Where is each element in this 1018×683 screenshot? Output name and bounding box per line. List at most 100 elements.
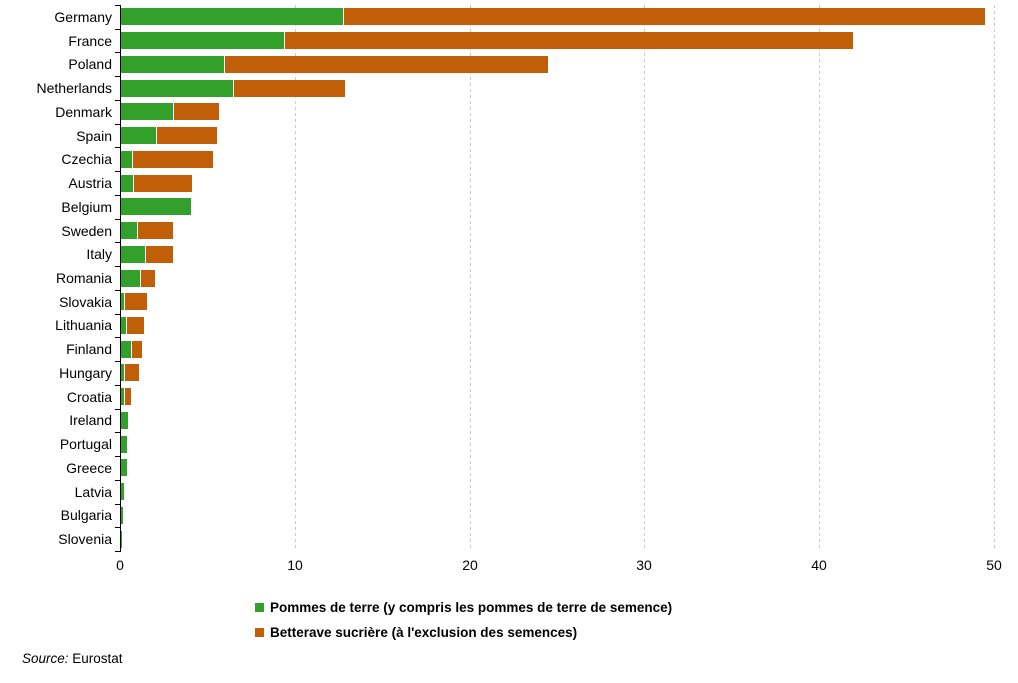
gridline-50 [994,5,995,551]
bar-potatoes-latvia [121,483,124,500]
bar-sugar-beet-france [284,32,854,49]
y-axis-tick [115,551,120,552]
bar-potatoes-france [121,32,284,49]
y-axis-tick [115,409,120,410]
category-label-bulgaria: Bulgaria [60,507,112,523]
legend-label-sugar-beet: Betterave sucrière (à l'exclusion des se… [270,625,578,640]
legend-item-sugar-beet: Betterave sucrière (à l'exclusion des se… [255,620,672,645]
category-label-slovenia: Slovenia [58,531,112,547]
y-axis-tick [115,504,120,505]
y-axis-tick [115,76,120,77]
category-label-belgium: Belgium [61,199,112,215]
y-axis-tick [115,219,120,220]
bar-potatoes-czechia [121,151,133,168]
bar-potatoes-germany [121,8,343,25]
y-axis-tick [115,361,120,362]
category-label-portugal: Portugal [59,436,112,452]
category-label-greece: Greece [66,460,112,476]
bar-potatoes-austria [121,175,133,192]
y-axis-tick [115,171,120,172]
category-label-croatia: Croatia [66,389,112,405]
source-note: Source: Eurostat [22,651,123,666]
category-label-germany: Germany [54,9,112,25]
bar-potatoes-finland [121,341,131,358]
bar-potatoes-poland [121,56,225,73]
y-axis-tick [115,147,120,148]
source-label: Source: [22,651,69,666]
legend-label-potatoes: Pommes de terre (y compris les pommes de… [270,600,673,615]
x-tick-label-40: 40 [811,557,827,573]
bar-potatoes-lithuania [121,317,126,334]
bar-sugar-beet-sweden [137,222,174,239]
y-axis-tick [115,242,120,243]
category-label-spain: Spain [76,128,112,144]
plot-area [115,5,1000,552]
y-axis-tick [115,480,120,481]
bar-sugar-beet-poland [225,56,548,73]
x-axis-labels: 0 10 20 30 40 50 [116,556,1002,576]
category-label-czechia: Czechia [61,151,112,167]
bar-potatoes-slovakia [121,293,124,310]
y-axis-tick [115,314,120,315]
bar-potatoes-denmark [121,103,174,120]
bar-sugar-beet-denmark [174,103,219,120]
category-label-hungary: Hungary [59,365,112,381]
source-text: Eurostat [68,651,123,666]
y-axis-tick [115,432,120,433]
gridline-20 [470,5,471,551]
bar-potatoes-ireland [121,412,128,429]
x-tick-label-10: 10 [287,557,303,573]
bar-sugar-beet-netherlands [233,80,345,97]
category-label-sweden: Sweden [61,223,112,239]
bar-potatoes-portugal [121,436,128,453]
gridline-30 [644,5,645,551]
y-axis-tick [115,456,120,457]
bar-sugar-beet-czechia [133,151,213,168]
bar-sugar-beet-romania [141,270,156,287]
bar-potatoes-romania [121,270,141,287]
bar-potatoes-greece [121,459,127,476]
bar-potatoes-bulgaria [121,507,123,524]
legend-marker-sugar-beet-icon [255,628,264,637]
y-axis-labels: Germany France Poland Netherlands Denmark Spa… [0,5,113,551]
category-label-romania: Romania [55,270,112,286]
y-axis-tick [115,100,120,101]
x-tick-label-0: 0 [116,557,124,573]
bar-potatoes-italy [121,246,146,263]
bar-sugar-beet-austria [133,175,193,192]
category-label-slovakia: Slovakia [59,294,112,310]
category-label-austria: Austria [68,175,112,191]
y-axis-tick [115,52,120,53]
bar-potatoes-belgium [121,198,191,215]
y-axis-tick [115,337,120,338]
gridline-40 [819,5,820,551]
bar-sugar-beet-italy [146,246,173,263]
bar-sugar-beet-hungary [125,364,140,381]
legend: Pommes de terre (y compris les pommes de… [255,595,672,645]
bar-sugar-beet-spain [156,127,218,144]
y-axis-tick [115,290,120,291]
bar-sugar-beet-finland [131,341,142,358]
y-axis-tick [115,5,120,6]
legend-item-potatoes: Pommes de terre (y compris les pommes de… [255,595,672,620]
bar-sugar-beet-croatia [124,388,132,405]
x-tick-label-30: 30 [636,557,652,573]
bar-sugar-beet-lithuania [126,317,145,334]
category-label-latvia: Latvia [74,484,112,500]
bar-potatoes-netherlands [121,80,233,97]
y-axis-tick [115,124,120,125]
category-label-poland: Poland [68,56,112,72]
bar-sugar-beet-germany [343,8,985,25]
y-axis-tick [115,527,120,528]
bar-sugar-beet-slovakia [124,293,148,310]
y-axis-line [120,5,121,552]
category-label-italy: Italy [86,246,112,262]
y-axis-tick [115,29,120,30]
gridline-10 [295,5,296,551]
category-label-france: France [68,33,112,49]
x-tick-label-50: 50 [986,557,1002,573]
bar-potatoes-slovenia [121,531,123,548]
category-label-denmark: Denmark [55,104,112,120]
legend-marker-potatoes-icon [255,603,264,612]
